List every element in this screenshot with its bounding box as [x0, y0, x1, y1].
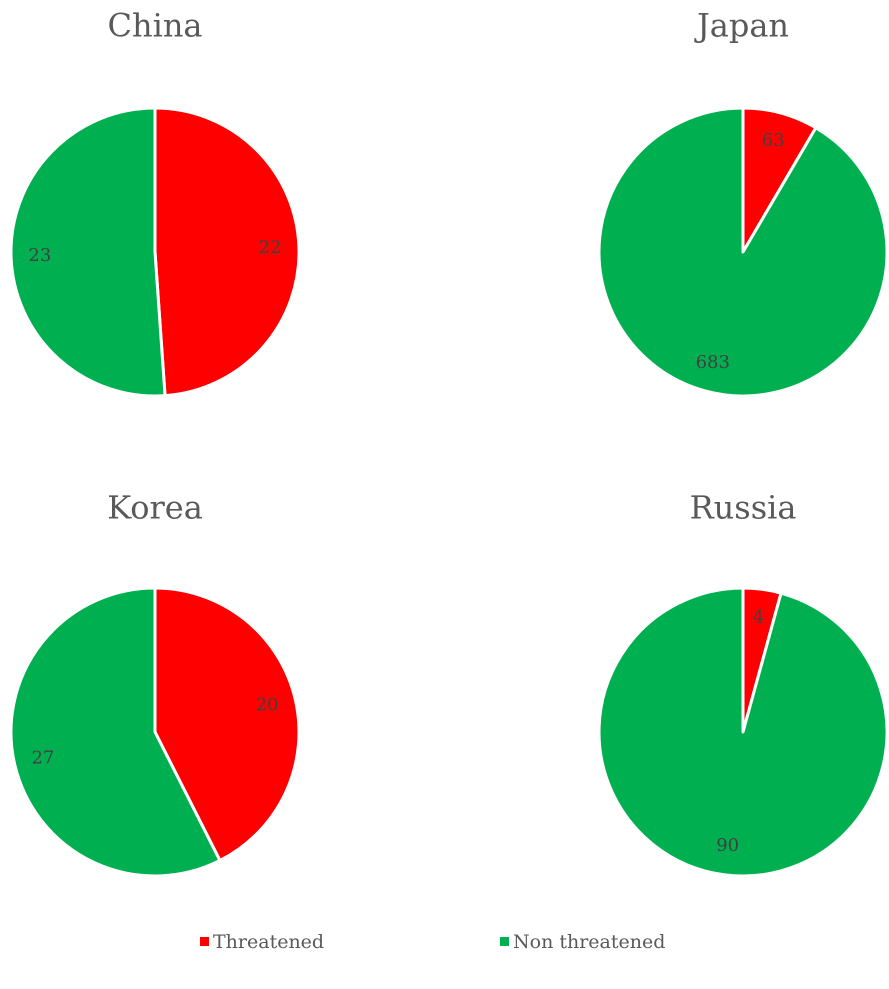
legend-label: Non threatened: [513, 931, 665, 953]
chart-title: Russia: [690, 489, 797, 527]
chart-title: Japan: [694, 7, 789, 45]
chart-title: Korea: [107, 489, 203, 527]
pie-slice: [597, 106, 889, 398]
pie-slice: [153, 586, 301, 863]
data-label: 683: [696, 352, 730, 373]
legend-label: Threatened: [213, 931, 324, 953]
pie-slice: [9, 106, 167, 398]
legend-swatch: [500, 937, 509, 946]
data-label: 20: [256, 694, 279, 715]
data-label: 4: [753, 607, 764, 628]
chart-title: China: [107, 7, 202, 45]
data-label: 63: [762, 130, 785, 151]
data-label: 22: [259, 237, 282, 258]
data-label: 23: [28, 245, 51, 266]
pie-slice: [9, 586, 222, 878]
data-label: 27: [31, 748, 54, 769]
legend-swatch: [200, 937, 209, 946]
pie-slice: [597, 586, 889, 878]
pie-slice: [153, 106, 301, 398]
data-label: 90: [716, 835, 739, 856]
